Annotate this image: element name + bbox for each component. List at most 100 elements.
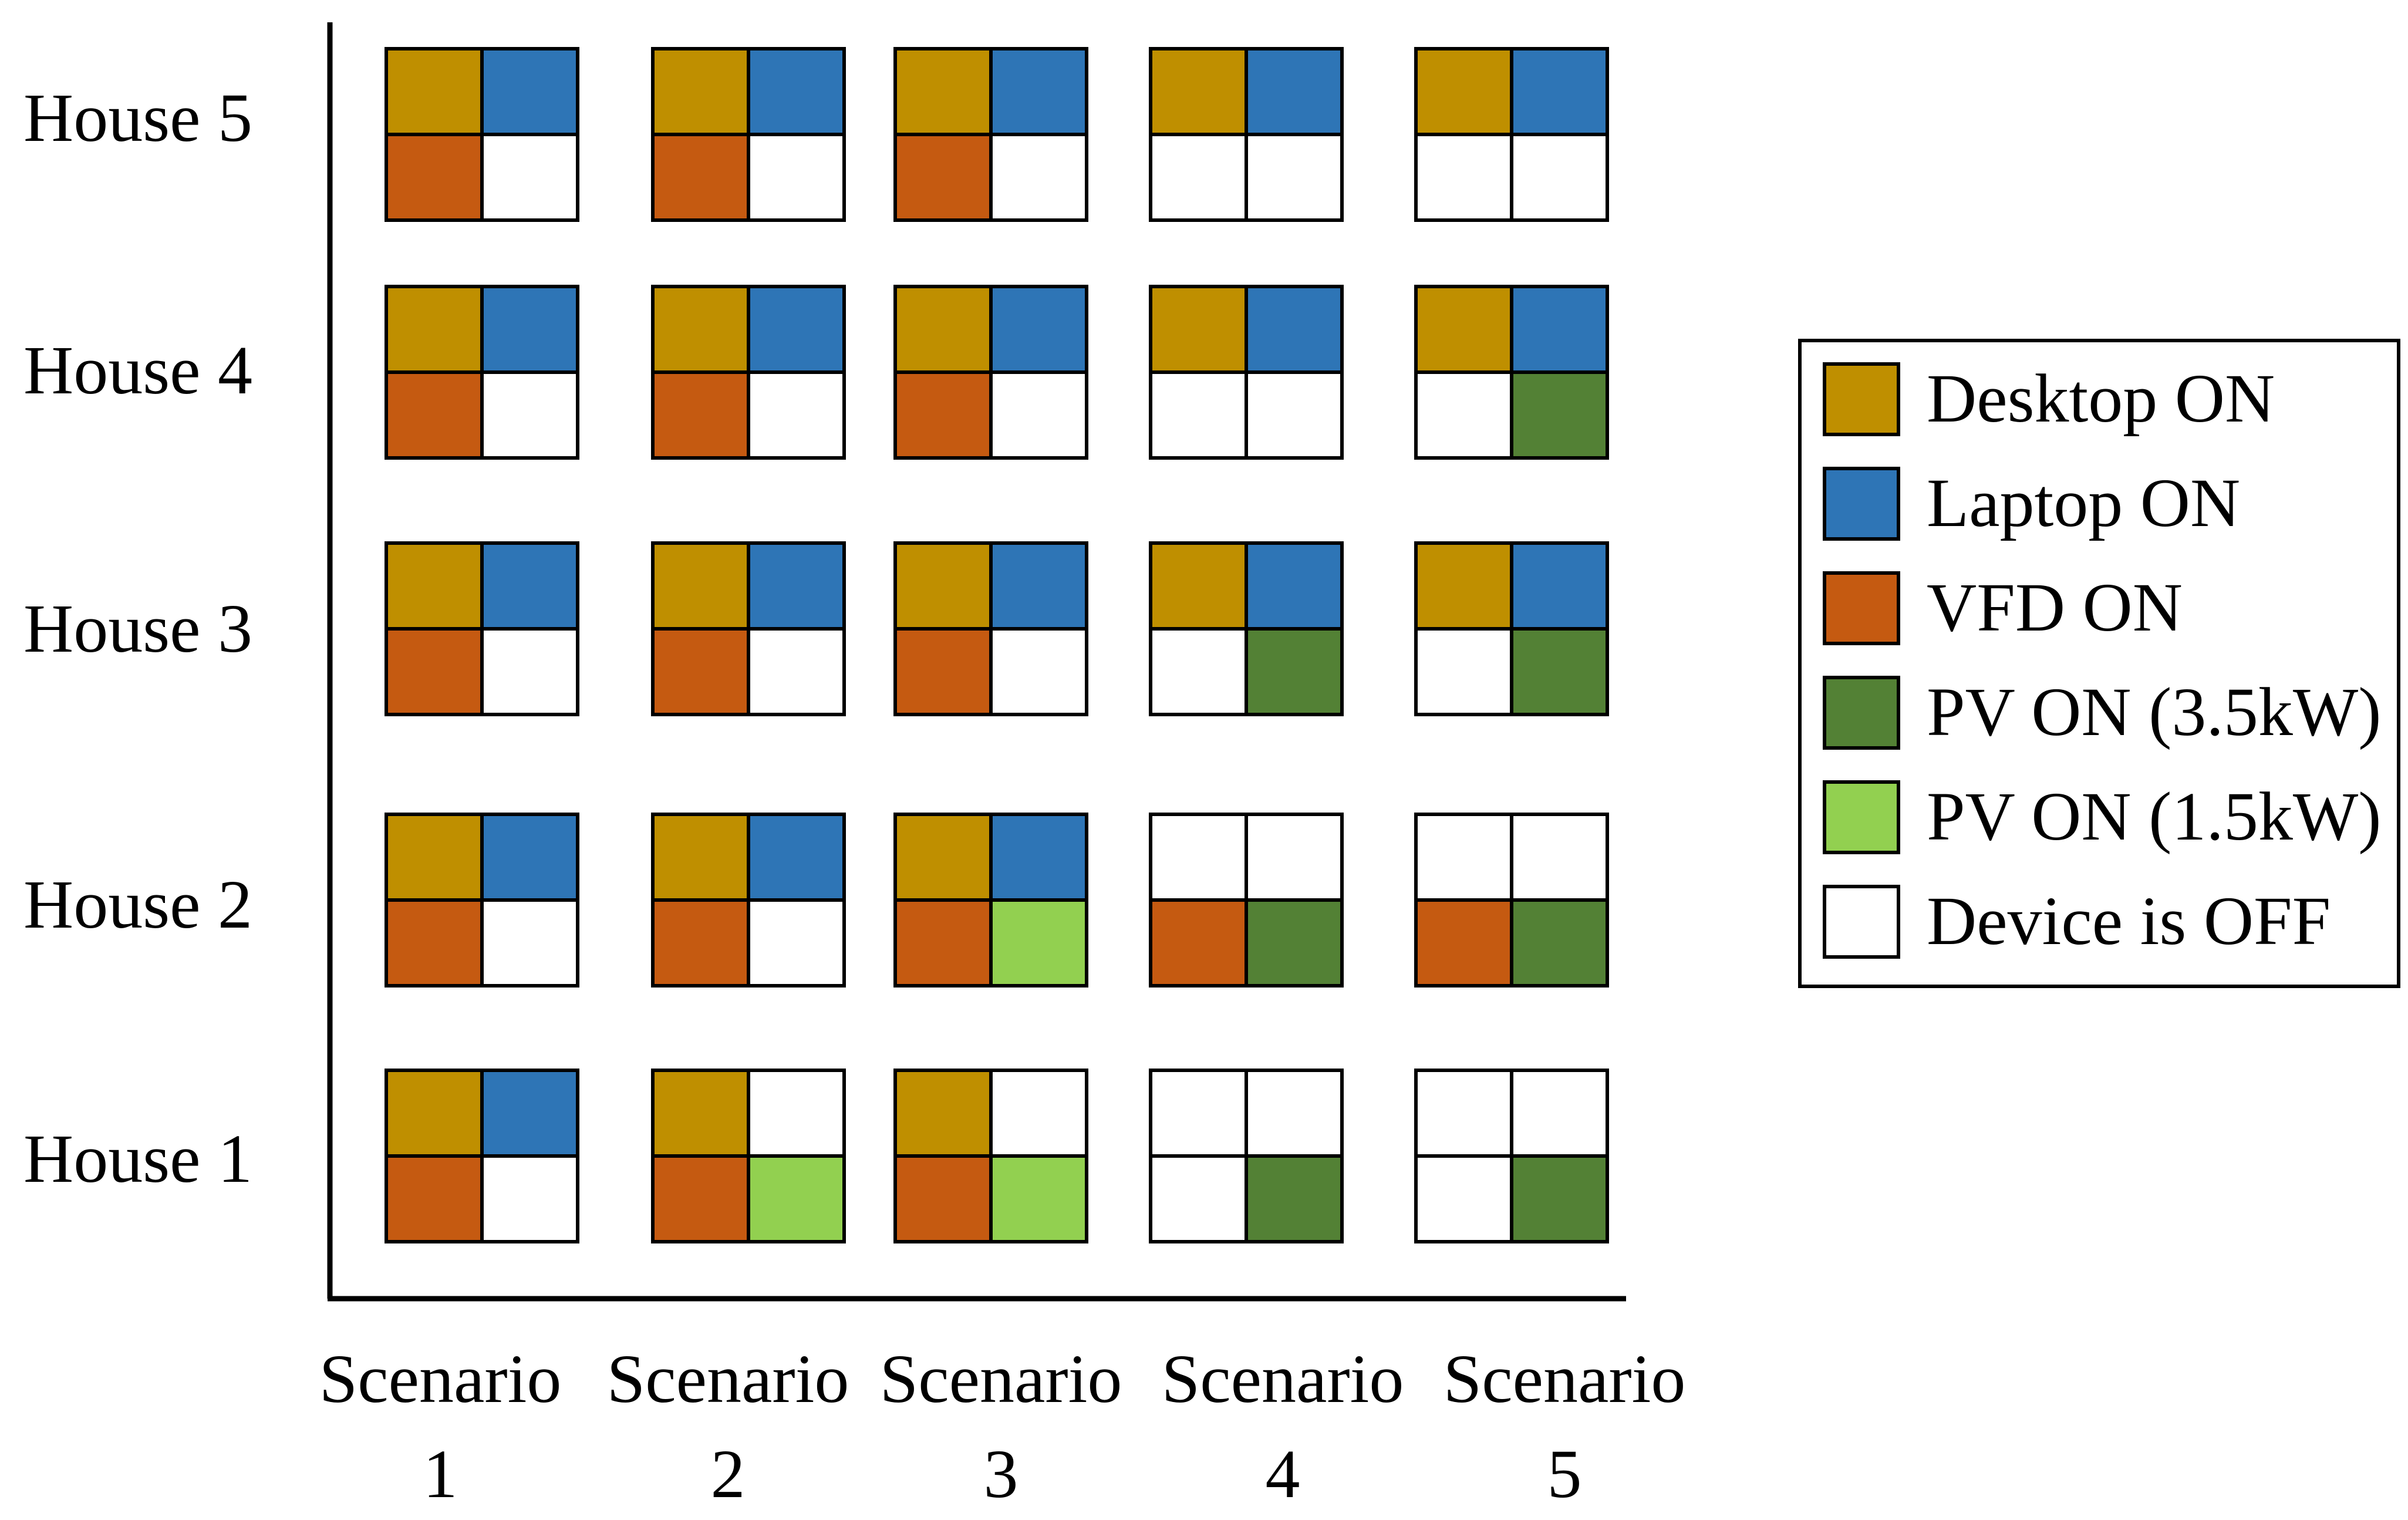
device-block: [385, 285, 579, 460]
device-cell-off: [989, 627, 1088, 716]
device-cell-pv15: [747, 1154, 846, 1243]
device-cell-off: [1149, 370, 1248, 460]
house-labels: House 5 House 4 House 3 House 2 House 1: [23, 79, 252, 1197]
legend-frame: [1798, 339, 2400, 988]
scenario-number: 2: [711, 1435, 746, 1512]
device-cell-desktop: [1414, 541, 1513, 631]
device-cell-vfd: [893, 1154, 993, 1243]
scenario-number: 1: [423, 1435, 458, 1512]
legend-label: VFD ON: [1927, 569, 2183, 646]
device-cell-laptop: [1245, 541, 1344, 631]
device-cell-off: [1510, 133, 1609, 222]
device-cell-off: [747, 370, 846, 460]
device-cell-laptop: [480, 1069, 579, 1158]
device-cell-off: [480, 627, 579, 716]
device-cell-desktop: [385, 1069, 484, 1158]
device-block: [893, 47, 1088, 222]
house-label: House 5: [23, 79, 252, 156]
scenario-number: 4: [1266, 1435, 1300, 1512]
legend-label: PV ON (1.5kW): [1927, 778, 2382, 855]
device-cell-pv35: [1510, 898, 1609, 988]
device-cell-laptop: [747, 285, 846, 374]
device-cell-vfd: [651, 1154, 750, 1243]
device-cell-off: [1245, 133, 1344, 222]
legend-swatch-pv15: [1823, 780, 1900, 854]
house-label: House 1: [23, 1120, 252, 1197]
device-cell-vfd: [651, 898, 750, 988]
device-block: [893, 1069, 1088, 1243]
device-block: [651, 1069, 846, 1243]
device-cell-off: [1149, 1154, 1248, 1243]
device-cell-off: [480, 133, 579, 222]
device-cell-laptop: [1245, 285, 1344, 374]
device-cell-off: [1414, 627, 1513, 716]
legend-swatch-off: [1823, 885, 1900, 959]
device-cell-desktop: [385, 813, 484, 902]
device-cell-off: [1510, 813, 1609, 902]
device-block: [1414, 47, 1609, 222]
device-block: [1149, 813, 1344, 988]
device-block: [651, 285, 846, 460]
device-cell-off: [1149, 133, 1248, 222]
device-cell-vfd: [893, 370, 993, 460]
device-cell-off: [480, 1154, 579, 1243]
device-cell-laptop: [480, 813, 579, 902]
house-label: House 2: [23, 866, 252, 943]
device-block: [1149, 1069, 1344, 1243]
device-cell-off: [747, 133, 846, 222]
device-cell-pv35: [1510, 1154, 1609, 1243]
device-cell-off: [1149, 1069, 1248, 1158]
device-cell-off: [1245, 813, 1344, 902]
device-cell-off: [1245, 370, 1344, 460]
device-cell-vfd: [893, 627, 993, 716]
legend-swatch-desktop: [1823, 362, 1900, 436]
device-cell-desktop: [1149, 47, 1248, 136]
device-cell-laptop: [480, 541, 579, 631]
device-block: [385, 541, 579, 716]
device-cell-desktop: [893, 541, 993, 631]
device-cell-desktop: [893, 1069, 993, 1158]
legend: Desktop ON Laptop ON VFD ON PV ON (3.5kW) PV…: [1798, 339, 2400, 988]
device-cell-off: [1149, 813, 1248, 902]
device-cell-laptop: [1510, 541, 1609, 631]
device-block: [651, 541, 846, 716]
scenario-labels: Scenario 1 Scenario 2 Scenario 3 Scenario 4 Scen…: [319, 1340, 1686, 1512]
device-cell-vfd: [893, 133, 993, 222]
legend-label: PV ON (3.5kW): [1927, 673, 2382, 750]
device-cell-desktop: [1149, 541, 1248, 631]
device-cell-vfd: [385, 898, 484, 988]
device-cell-desktop: [1414, 285, 1513, 374]
device-cell-desktop: [1414, 47, 1513, 136]
device-cell-pv15: [989, 1154, 1088, 1243]
house-scenario-grid: [385, 47, 1609, 1243]
device-cell-vfd: [893, 898, 993, 988]
device-cell-off: [1149, 627, 1248, 716]
legend-label: Laptop ON: [1927, 464, 2240, 541]
scenario-label: Scenario: [319, 1340, 562, 1417]
device-cell-off: [1414, 1069, 1513, 1158]
device-block: [385, 813, 579, 988]
device-cell-desktop: [893, 47, 993, 136]
device-cell-off: [989, 370, 1088, 460]
device-cell-off: [989, 1069, 1088, 1158]
device-block: [893, 813, 1088, 988]
device-cell-vfd: [1414, 898, 1513, 988]
device-cell-desktop: [651, 813, 750, 902]
device-block: [651, 47, 846, 222]
device-cell-pv35: [1510, 370, 1609, 460]
device-block: [1414, 1069, 1609, 1243]
device-cell-laptop: [989, 47, 1088, 136]
device-cell-vfd: [385, 1154, 484, 1243]
device-block: [893, 541, 1088, 716]
device-cell-laptop: [1510, 285, 1609, 374]
device-cell-off: [747, 627, 846, 716]
device-cell-vfd: [651, 133, 750, 222]
legend-swatch-vfd: [1823, 571, 1900, 645]
device-cell-vfd: [385, 370, 484, 460]
device-cell-laptop: [989, 813, 1088, 902]
device-cell-desktop: [651, 285, 750, 374]
axes: [327, 22, 1626, 1302]
device-cell-off: [989, 133, 1088, 222]
